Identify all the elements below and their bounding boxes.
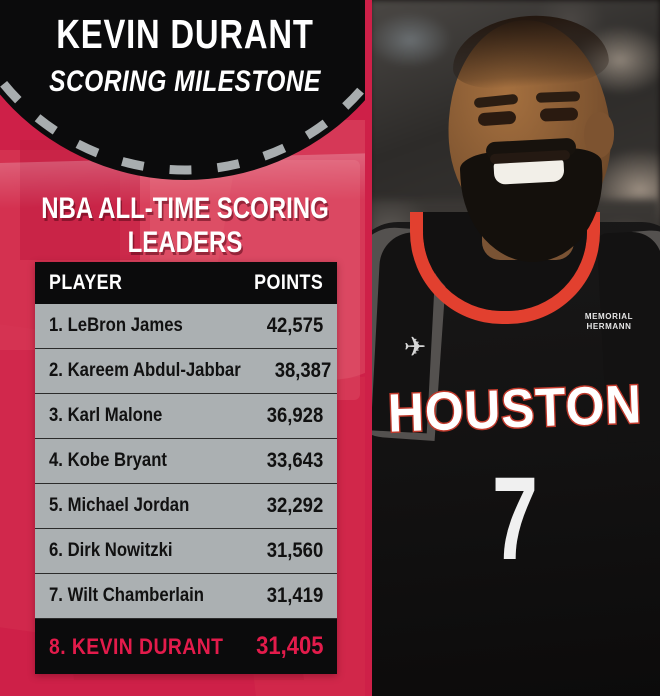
row-points-value: 32,292: [266, 494, 323, 517]
row-player-name: 3. Karl Malone: [49, 405, 163, 426]
photo-eye-left: [477, 110, 517, 127]
table-row[interactable]: 6. Dirk Nowitzki 31,560: [35, 529, 337, 574]
jersey-sponsor-patch: MEMORIAL HERMANN: [584, 312, 634, 331]
table-row-highlighted[interactable]: 8. KEVIN DURANT 31,405: [35, 619, 337, 674]
row-player-name: 7. Wilt Chamberlain: [49, 585, 205, 606]
row-player-name: 1. LeBron James: [49, 315, 183, 336]
left-panel: KEVIN DURANT SCORING MILESTONE NBA ALL-T…: [0, 0, 370, 674]
row-points-value: 38,387: [274, 359, 332, 382]
row-points-value: 31,419: [266, 584, 323, 607]
table-header-row: PLAYER POINTS: [35, 262, 337, 304]
photo-eyebrow-right: [535, 91, 581, 103]
title-block: KEVIN DURANT SCORING MILESTONE: [0, 14, 370, 99]
panel-photo-divider: [365, 0, 372, 696]
row-player-name: 4. Kobe Bryant: [49, 450, 168, 471]
row-points-value: 31,405: [256, 632, 324, 660]
column-header-points: POINTS: [253, 271, 323, 294]
row-player-name: 5. Michael Jordan: [49, 495, 190, 516]
table-row[interactable]: 2. Kareem Abdul-Jabbar 38,387: [35, 349, 337, 394]
table-row[interactable]: 3. Karl Malone 36,928: [35, 394, 337, 439]
row-points-value: 42,575: [266, 314, 323, 337]
table-row[interactable]: 1. LeBron James 42,575: [35, 304, 337, 349]
column-header-player: PLAYER: [49, 271, 123, 294]
page-title: KEVIN DURANT: [56, 11, 314, 57]
table-row[interactable]: 4. Kobe Bryant 33,643: [35, 439, 337, 484]
jersey-team-name: HOUSTON: [386, 373, 645, 445]
jumpman-icon: ✈: [403, 332, 427, 362]
row-points-value: 33,643: [266, 449, 323, 472]
row-points-value: 31,560: [266, 539, 323, 562]
player-photo: ✈ MEMORIAL HERMANN HOUSTON 7: [370, 0, 660, 696]
section-heading-label: NBA ALL-TIME SCORING LEADERS: [41, 192, 329, 259]
photo-eye-right: [539, 107, 579, 122]
section-heading: NBA ALL-TIME SCORING LEADERS: [0, 192, 370, 260]
row-points-value: 36,928: [266, 404, 323, 427]
table-row[interactable]: 7. Wilt Chamberlain 31,419: [35, 574, 337, 619]
row-player-name: 2. Kareem Abdul-Jabbar: [49, 360, 241, 381]
row-player-name: 8. KEVIN DURANT: [49, 633, 224, 659]
jersey-number: 7: [492, 453, 538, 585]
scoring-leaders-table: PLAYER POINTS 1. LeBron James 42,575 2. …: [35, 262, 337, 674]
table-row[interactable]: 5. Michael Jordan 32,292: [35, 484, 337, 529]
row-player-name: 6. Dirk Nowitzki: [49, 540, 173, 561]
page-subtitle: SCORING MILESTONE: [49, 65, 321, 98]
